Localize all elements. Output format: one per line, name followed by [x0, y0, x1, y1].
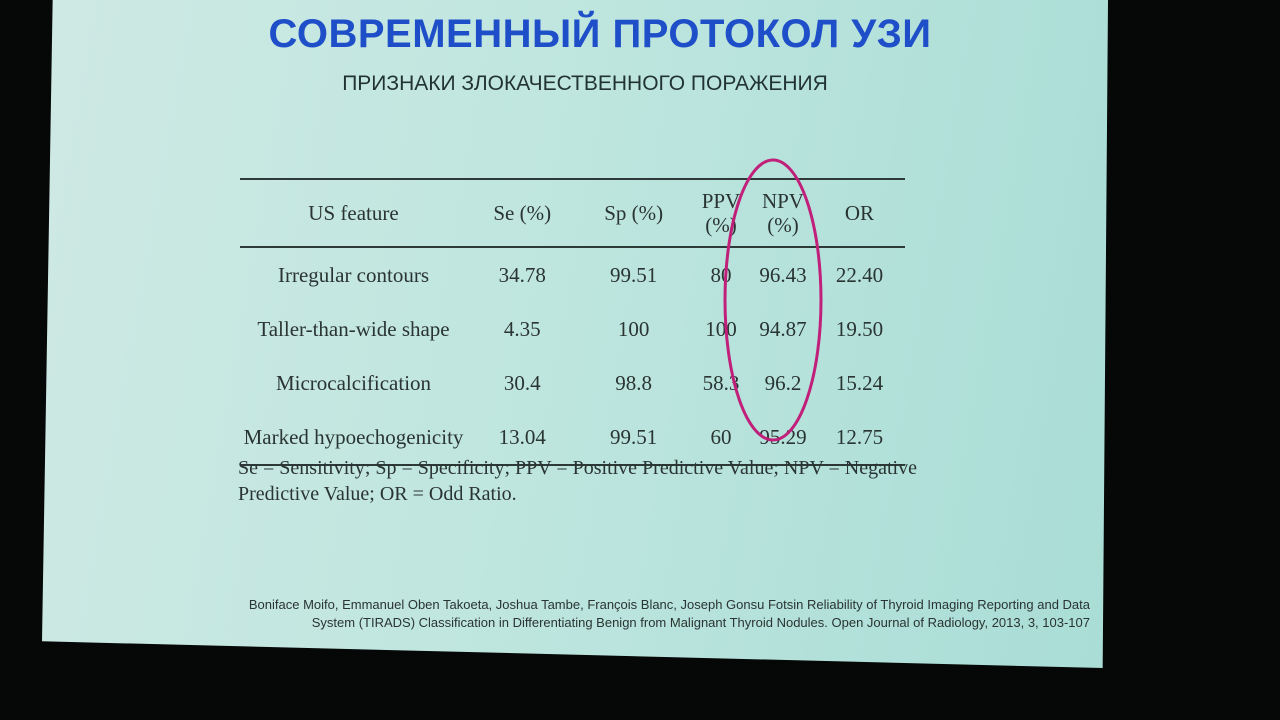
value-cell: 100	[617, 317, 650, 341]
value-cell: 4.35	[503, 317, 541, 341]
header-cell: Se (%)	[467, 179, 578, 248]
slide	[42, 0, 1108, 668]
feature-cell: Microcalcification	[275, 371, 432, 395]
slide-title: СОВРЕМЕННЫЙ ПРОТОКОЛ УЗИ	[268, 12, 932, 56]
table-row: Marked hypoechogenicity 13.04 99.51 60 95.29…	[240, 410, 905, 465]
value-cell: 99.51	[610, 425, 658, 449]
table-row: Taller-than-wide shape 4.35 100 100 94.87 19.…	[240, 302, 905, 356]
feature-cell: Marked hypoechogenicity	[243, 425, 464, 449]
value-cell: 99.51	[610, 263, 658, 287]
value-cell: 98.8	[615, 371, 653, 395]
feature-cell: Taller-than-wide shape	[257, 317, 450, 341]
header-cell: US feature	[240, 179, 467, 248]
value-cell: 12.75	[835, 425, 884, 449]
value-cell: 15.24	[835, 371, 884, 395]
header-row: US feature Se (%) Sp (%) PPV (%) NPV (%) OR	[240, 179, 905, 248]
footnote: Se = Sensitivity; Sp = Specificity; PPV …	[238, 457, 917, 505]
value-cell: 100	[705, 317, 737, 341]
feature-table: US feature Se (%) Sp (%) PPV (%) NPV (%) OR I…	[240, 178, 905, 466]
citation: Boniface Moifo, Emmanuel Oben Takoeta, J…	[248, 597, 1090, 630]
value-cell: 96.2	[764, 371, 802, 395]
table-row: Microcalcification 30.4 98.8 58.3 96.2 15.24	[240, 356, 905, 410]
table-row: Irregular contours 34.78 99.51 80 96.43 22.40	[240, 247, 905, 302]
value-cell: 34.78	[498, 263, 546, 287]
value-cell: 30.4	[503, 371, 541, 395]
header-cell: Sp (%)	[577, 179, 690, 248]
value-cell: 19.50	[835, 317, 884, 341]
value-cell: 22.40	[835, 263, 884, 287]
table-body: Irregular contours 34.78 99.51 80 96.43 22.40…	[240, 247, 905, 465]
value-cell: 60	[710, 425, 732, 449]
feature-cell: Irregular contours	[277, 263, 430, 287]
value-cell: 13.04	[498, 425, 546, 449]
highlight-ellipse	[723, 158, 823, 442]
value-cell: 96.43	[759, 263, 807, 287]
header-cell: OR	[813, 179, 905, 248]
slide-subtitle: ПРИЗНАКИ ЗЛОКАЧЕСТВЕННОГО ПОРАЖЕНИЯ	[342, 72, 828, 95]
value-cell: 94.87	[759, 317, 807, 341]
